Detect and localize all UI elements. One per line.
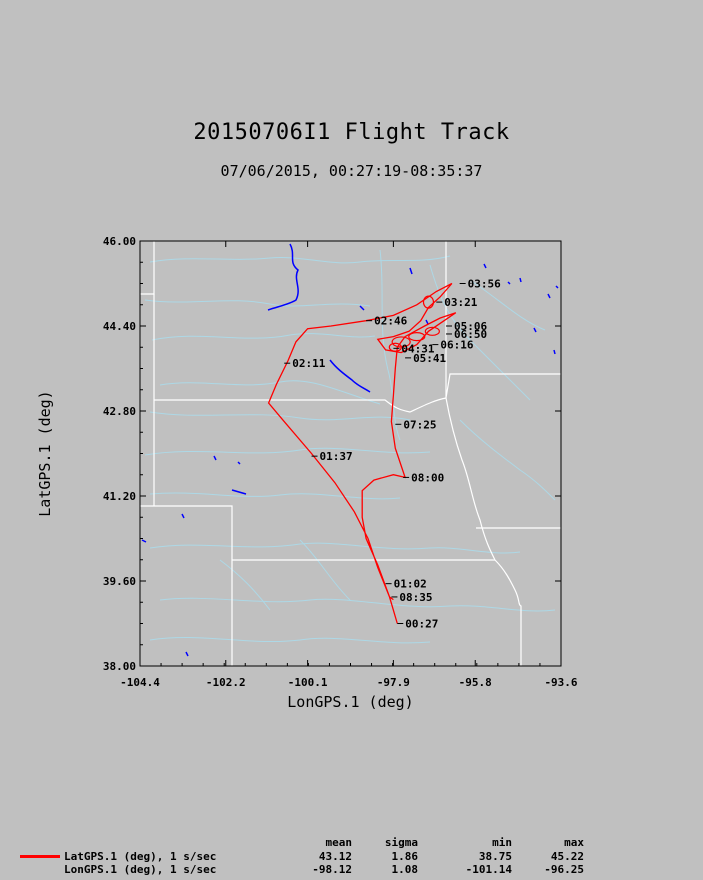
time-label: 03:21 xyxy=(444,296,477,309)
stats-max: 45.22 xyxy=(550,850,584,863)
lake-shape xyxy=(553,349,556,355)
river-line xyxy=(144,447,431,456)
time-label: 05:06 xyxy=(454,320,487,333)
time-label: 06:16 xyxy=(440,339,473,352)
stats-header-sigma: sigma xyxy=(384,836,418,849)
stats-row-name: LonGPS.1 (deg), 1 s/sec xyxy=(64,863,217,876)
river-line xyxy=(149,542,521,554)
x-tick-label: -93.6 xyxy=(544,676,577,689)
stats-row-lat: LatGPS.1 (deg), 1 s/sec 43.12 1.86 38.75… xyxy=(0,850,703,863)
river-line xyxy=(429,264,531,401)
x-tick-label: -100.1 xyxy=(288,676,328,689)
lake-shape xyxy=(483,263,487,269)
river-line xyxy=(379,249,401,441)
lake-shape xyxy=(329,359,371,393)
track-loop xyxy=(422,295,435,309)
map-background xyxy=(140,241,561,666)
stats-sigma: 1.86 xyxy=(391,850,419,863)
river-line xyxy=(469,279,546,331)
lake-shape xyxy=(359,305,365,311)
y-tick-label: 41.20 xyxy=(103,490,136,503)
stats-max: -96.25 xyxy=(544,863,584,876)
river-line xyxy=(299,539,351,601)
stats-header-max: max xyxy=(564,836,584,849)
state-boundary xyxy=(445,397,496,561)
axes: -104.4 -102.2 -100.1 -97.9 -95.8 -93.6 46.00 44… xyxy=(36,235,578,711)
time-label: 07:25 xyxy=(403,418,436,431)
river-line xyxy=(219,559,271,611)
state-boundary xyxy=(494,559,522,666)
lake-shape xyxy=(231,489,247,495)
state-boundary xyxy=(154,397,447,413)
time-label: 00:27 xyxy=(405,618,438,631)
x-tick-label: -95.8 xyxy=(459,676,492,689)
river-line xyxy=(149,636,431,644)
lake-shape xyxy=(519,277,522,283)
y-tick-label: 38.00 xyxy=(103,660,136,673)
river-line xyxy=(149,492,401,500)
lake-shape xyxy=(237,461,241,465)
track-loop xyxy=(424,326,440,336)
stats-mean: 43.12 xyxy=(318,850,352,863)
lake-shape xyxy=(141,539,147,543)
lake-shape xyxy=(507,281,511,285)
time-label: 02:46 xyxy=(374,315,407,328)
river-line xyxy=(144,299,371,307)
chart-title: 20150706I1 Flight Track xyxy=(193,120,510,145)
time-label: 01:37 xyxy=(320,450,353,463)
river-line xyxy=(159,380,381,405)
x-tick-label: -97.9 xyxy=(377,676,410,689)
stats-header-row: mean sigma min max xyxy=(0,836,703,849)
time-label: 06:50 xyxy=(454,328,487,341)
y-tick-label: 39.60 xyxy=(103,575,136,588)
stats-row-name: LatGPS.1 (deg), 1 s/sec xyxy=(64,850,217,863)
time-label: 08:35 xyxy=(399,591,432,604)
lake-shape xyxy=(181,513,185,519)
y-tick-label: 44.40 xyxy=(103,320,136,333)
lake-shape xyxy=(185,651,189,657)
stats-header-min: min xyxy=(492,836,512,849)
stats-min: 38.75 xyxy=(478,850,512,863)
x-axis-label: LonGPS.1 (deg) xyxy=(287,693,413,711)
stats-min: -101.14 xyxy=(465,863,512,876)
x-tick-label: -104.4 xyxy=(120,676,160,689)
y-tick-label: 46.00 xyxy=(103,235,136,248)
river-line xyxy=(149,411,411,421)
river-line xyxy=(459,419,556,501)
stats-row-lon: LonGPS.1 (deg), 1 s/sec -98.12 1.08 -101… xyxy=(0,863,703,876)
stats-header-mean: mean xyxy=(325,836,353,849)
time-label: 05:41 xyxy=(413,352,446,365)
y-axis-label: LatGPS.1 (deg) xyxy=(36,390,54,516)
legend-swatch-red xyxy=(20,855,60,858)
lake-shape xyxy=(409,267,413,275)
state-boundary xyxy=(140,505,233,666)
lake-shape xyxy=(547,293,551,299)
time-label: 04:31 xyxy=(401,342,434,355)
chart-subtitle: 07/06/2015, 00:27:19-08:35:37 xyxy=(220,162,483,180)
stats-mean: -98.12 xyxy=(312,863,352,876)
track-loop xyxy=(388,342,402,352)
river-line xyxy=(151,333,376,341)
state-boundary xyxy=(140,241,155,295)
lake-shape xyxy=(425,319,429,325)
time-label: 02:11 xyxy=(292,357,325,370)
time-label: 03:56 xyxy=(468,278,501,291)
x-tick-label: -102.2 xyxy=(206,676,246,689)
lake-shape xyxy=(533,327,537,333)
lake-shape xyxy=(213,455,217,461)
time-label: 01:02 xyxy=(394,578,427,591)
stats-sigma: 1.08 xyxy=(391,863,419,876)
river-line xyxy=(149,255,451,264)
lake-shape xyxy=(555,285,559,289)
time-label: 08:00 xyxy=(411,471,444,484)
track-loop xyxy=(408,332,426,342)
lake-shape xyxy=(267,243,299,311)
y-tick-label: 42.80 xyxy=(103,405,136,418)
river-line xyxy=(159,597,556,612)
